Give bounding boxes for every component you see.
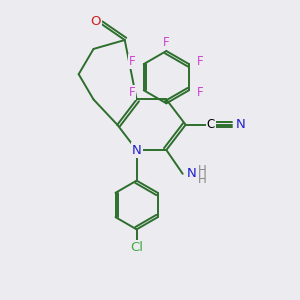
Text: O: O — [90, 15, 101, 28]
Text: H: H — [198, 164, 207, 177]
Text: C: C — [207, 118, 215, 131]
Text: N: N — [187, 167, 197, 180]
Text: F: F — [197, 86, 204, 99]
Text: F: F — [129, 86, 135, 99]
Text: F: F — [197, 55, 204, 68]
Text: F: F — [129, 55, 135, 68]
Text: H: H — [198, 172, 207, 186]
Text: F: F — [163, 36, 170, 49]
Text: N: N — [236, 118, 246, 131]
Text: N: N — [132, 143, 142, 157]
Text: Cl: Cl — [130, 241, 143, 254]
